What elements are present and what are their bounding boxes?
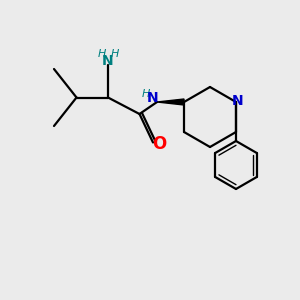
Text: N: N bbox=[147, 91, 158, 104]
Text: H: H bbox=[97, 49, 106, 59]
Text: H: H bbox=[141, 88, 150, 99]
Text: N: N bbox=[102, 54, 114, 68]
Text: H: H bbox=[110, 49, 119, 59]
Polygon shape bbox=[157, 99, 184, 105]
Text: O: O bbox=[152, 135, 166, 153]
Text: N: N bbox=[232, 94, 243, 107]
